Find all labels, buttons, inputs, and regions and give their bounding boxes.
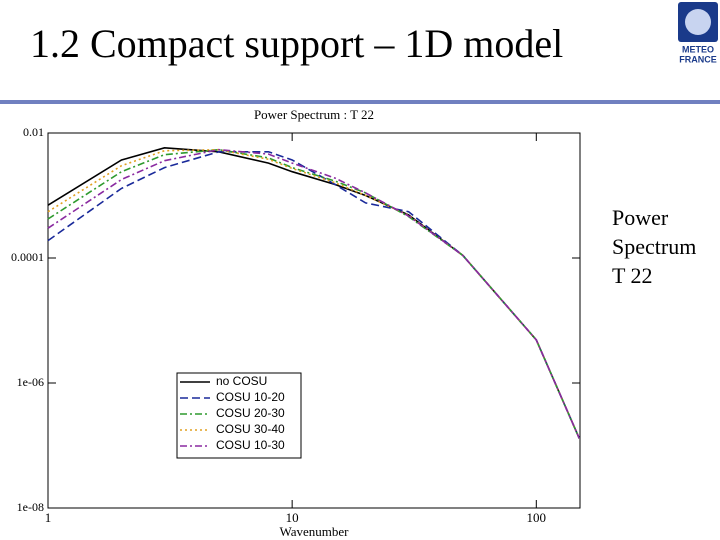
logo-text: FRANCE (679, 54, 717, 64)
legend-label: COSU 10-20 (216, 390, 285, 404)
y-tick-label: 0.0001 (11, 250, 44, 264)
logo-globe (685, 9, 711, 35)
series-line (47, 148, 581, 439)
side-text: Spectrum (612, 234, 696, 259)
x-axis-label: Wavenumber (280, 524, 350, 539)
legend-box (176, 372, 302, 459)
series-line (47, 146, 581, 439)
legend-label: COSU 20-30 (216, 406, 285, 420)
legend-label: COSU 10-30 (216, 438, 285, 452)
x-tick-label: 10 (286, 510, 299, 525)
series-line (47, 148, 581, 439)
title-rule (0, 100, 720, 104)
chart-title: Power Spectrum : T 22 (254, 107, 374, 122)
x-tick-label: 100 (527, 510, 547, 525)
side-text: Power (612, 205, 669, 230)
plot-frame (47, 132, 581, 509)
y-tick-label: 1e-08 (17, 500, 44, 514)
slide-title: 1.2 Compact support – 1D model (30, 21, 563, 66)
legend-label: no COSU (216, 374, 267, 388)
y-tick-label: 1e-06 (17, 375, 44, 389)
legend-label: COSU 30-40 (216, 422, 285, 436)
logo-text: METEO (682, 44, 714, 54)
series-line (47, 148, 581, 439)
y-tick-label: 0.01 (23, 125, 44, 139)
side-text: T 22 (612, 263, 653, 288)
x-tick-label: 1 (45, 510, 52, 525)
series-line (47, 151, 581, 439)
